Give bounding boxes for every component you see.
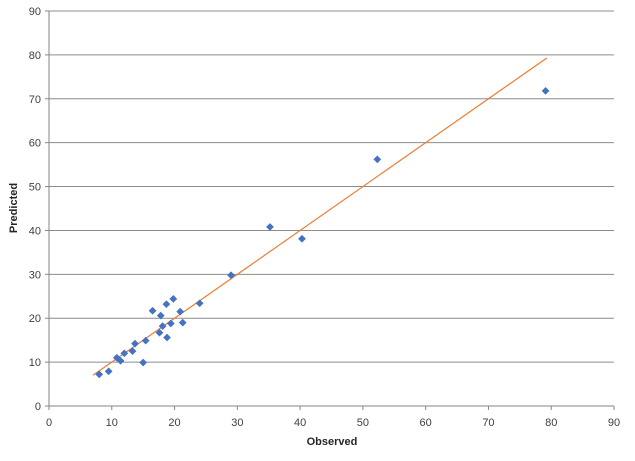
- x-tick-label: 90: [608, 417, 620, 429]
- data-point-diamond: [266, 222, 274, 231]
- x-tick-label: 60: [420, 417, 432, 429]
- data-point-diamond: [298, 234, 306, 243]
- data-point-diamond: [148, 306, 157, 315]
- y-tick-label: 10: [29, 357, 41, 369]
- x-tick-label: 50: [357, 417, 369, 429]
- data-point-diamond: [95, 370, 104, 379]
- x-tick-label: 20: [168, 417, 180, 429]
- y-tick-label: 30: [29, 269, 41, 281]
- data-point-diamond: [178, 318, 187, 327]
- data-point-diamond: [166, 319, 175, 328]
- data-point-diamond: [195, 299, 204, 308]
- y-tick-label: 70: [29, 94, 41, 106]
- x-tick-label: 70: [482, 417, 494, 429]
- data-point-diamond: [131, 339, 139, 348]
- data-point-diamond: [227, 271, 236, 280]
- data-point-diamond: [116, 356, 125, 365]
- data-point-diamond: [541, 86, 550, 95]
- data-point-diamond: [162, 300, 171, 309]
- y-tick-label: 40: [29, 225, 41, 237]
- y-tick-label: 50: [29, 182, 41, 194]
- data-point-diamond: [156, 311, 165, 320]
- y-tick-label: 0: [35, 401, 41, 413]
- x-axis-title: Observed: [307, 436, 358, 448]
- y-tick-label: 80: [29, 50, 41, 62]
- data-point-diamond: [128, 347, 137, 356]
- data-point-diamond: [163, 333, 171, 342]
- data-point-diamond: [120, 349, 129, 358]
- axis-layer: [45, 10, 615, 410]
- x-tick-label: 40: [294, 417, 306, 429]
- x-tick-label: 10: [106, 417, 118, 429]
- x-tick-label: 30: [231, 417, 243, 429]
- data-point-diamond: [155, 328, 164, 337]
- x-tick-label: 0: [46, 417, 52, 429]
- data-point-diamond: [373, 155, 382, 164]
- data-point-diamond: [141, 336, 150, 345]
- data-point-diamond: [158, 322, 167, 331]
- y-axis-title: Predicted: [8, 183, 20, 233]
- y-tick-label: 60: [29, 138, 41, 150]
- data-point-diamond: [104, 367, 113, 376]
- y-tick-label: 20: [29, 313, 41, 325]
- point-layer: [95, 86, 550, 379]
- data-point-diamond: [139, 358, 148, 367]
- x-tick-label: 80: [545, 417, 557, 429]
- data-point-diamond: [176, 307, 185, 316]
- grid-layer: [49, 10, 614, 363]
- tick-layer: 0 10 20 30 40 50 60 70 80 90 0 10 20 30 40 50 60 70 80 90: [29, 6, 620, 429]
- y-tick-label: 90: [29, 6, 41, 18]
- data-point-diamond: [169, 294, 178, 303]
